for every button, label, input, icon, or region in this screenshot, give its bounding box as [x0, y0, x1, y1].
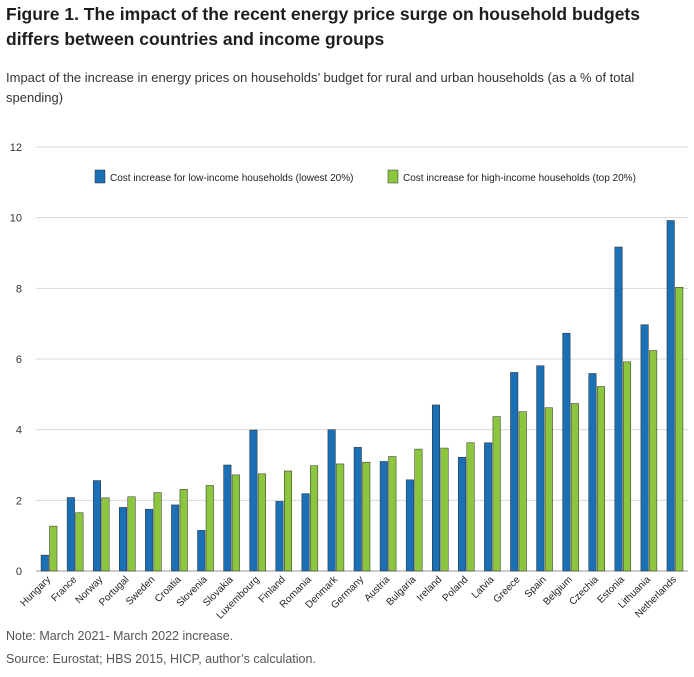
- bar-low-income: [145, 508, 154, 572]
- bar-low-income: [353, 447, 362, 572]
- bar-high-income: [75, 512, 84, 572]
- bar-high-income: [310, 465, 319, 572]
- legend-label-high: Cost increase for high-income households…: [403, 173, 636, 184]
- bar-high-income: [623, 361, 632, 572]
- bar-high-income: [205, 485, 214, 572]
- bar-low-income: [458, 456, 467, 572]
- legend-label-low: Cost increase for low-income households …: [110, 173, 353, 184]
- bar-low-income: [275, 501, 284, 572]
- bar-low-income: [614, 246, 623, 572]
- x-tick-label: Bulgaria: [385, 574, 419, 608]
- bar-high-income: [388, 456, 397, 572]
- bar-high-income: [49, 525, 58, 572]
- bar-low-income: [666, 220, 675, 572]
- y-tick-label: 10: [10, 213, 22, 225]
- chart-source: Source: Eurostat; HBS 2015, HICP, author…: [6, 652, 316, 666]
- y-tick-label: 4: [16, 425, 22, 437]
- bar-high-income: [492, 416, 501, 572]
- bar-low-income: [197, 530, 206, 572]
- bar-high-income: [336, 463, 345, 572]
- bar-low-income: [405, 479, 414, 572]
- x-tick-label: Greece: [492, 574, 523, 605]
- bar-low-income: [92, 480, 101, 572]
- bar-high-income: [649, 350, 658, 572]
- bar-low-income: [327, 429, 336, 572]
- bar-high-income: [362, 461, 371, 572]
- bar-low-income: [536, 365, 545, 572]
- bar-high-income: [544, 407, 553, 572]
- y-axis: 0 2 4 6 8 10 12: [10, 142, 22, 578]
- bar-low-income: [379, 461, 388, 572]
- bar-low-income: [249, 429, 258, 572]
- bar-high-income: [257, 473, 266, 572]
- bar-low-income: [223, 464, 232, 572]
- bar-high-income: [596, 386, 605, 572]
- x-tick-label: Poland: [441, 574, 471, 604]
- y-tick-label: 8: [16, 283, 22, 295]
- bar-high-income: [179, 489, 188, 572]
- bar-low-income: [640, 324, 649, 572]
- y-tick-label: 0: [16, 566, 22, 578]
- figure-title: Figure 1. The impact of the recent energ…: [6, 4, 640, 49]
- bar-low-income: [431, 404, 440, 572]
- bar-low-income: [510, 372, 519, 572]
- bar-high-income: [284, 470, 293, 572]
- bar-high-income: [570, 403, 579, 572]
- chart-note: Note: March 2021- March 2022 increase.: [6, 629, 234, 643]
- bar-low-income: [484, 442, 493, 572]
- bar-chart: 0 2 4 6 8 10 12 HungaryFranceNorwayPortugalSwe…: [10, 142, 688, 622]
- x-tick-label: Hungary: [19, 574, 54, 609]
- x-tick-label: Sweden: [124, 574, 157, 607]
- x-tick-label: Ireland: [415, 574, 444, 603]
- bar-low-income: [171, 504, 180, 572]
- bar-low-income: [562, 332, 571, 572]
- legend-swatch-high: [387, 169, 399, 184]
- bar-high-income: [231, 474, 240, 572]
- gridlines: [36, 146, 688, 572]
- legend-swatch-low: [94, 169, 106, 184]
- bar-high-income: [675, 287, 684, 572]
- x-tick-label: Czechia: [568, 574, 602, 608]
- bar-high-income: [127, 496, 136, 572]
- y-tick-label: 12: [10, 142, 22, 154]
- bar-low-income: [40, 554, 49, 572]
- bar-high-income: [414, 448, 423, 572]
- bar-high-income: [518, 411, 527, 572]
- bars: [40, 220, 684, 572]
- y-tick-label: 2: [16, 495, 22, 507]
- bar-low-income: [588, 373, 597, 572]
- bar-low-income: [119, 507, 128, 572]
- bar-low-income: [301, 493, 310, 572]
- x-axis: HungaryFranceNorwayPortugalSwedenCroatia…: [19, 574, 679, 622]
- bar-high-income: [101, 497, 110, 572]
- bar-high-income: [466, 442, 475, 572]
- chart-subtitle: Impact of the increase in energy prices …: [6, 70, 635, 105]
- y-tick-label: 6: [16, 354, 22, 366]
- bar-high-income: [153, 492, 162, 572]
- bar-low-income: [66, 497, 75, 572]
- legend: Cost increase for low-income households …: [94, 169, 636, 184]
- bar-high-income: [440, 447, 449, 572]
